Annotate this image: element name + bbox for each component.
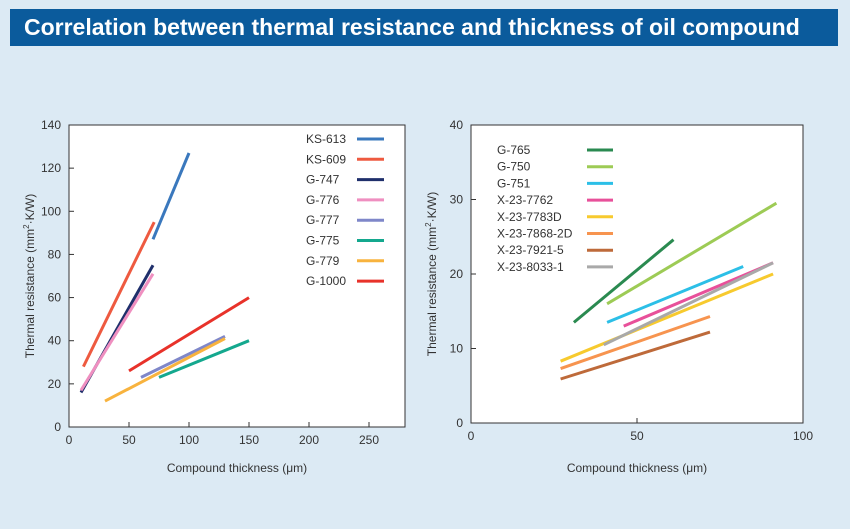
y-tick-label: 40 [450,118,464,132]
legend-label: G-779 [306,254,340,268]
series-line-g-751 [606,265,744,324]
y-axis-label-superscript: 2 [22,224,31,229]
series-line-g-775 [158,339,250,379]
legend-label: X-23-8033-1 [497,260,564,274]
legend: KS-613 KS-609 G-747 G-776 G-777 G-775 G-779 G-1… [306,132,384,288]
legend-label: G-777 [306,213,340,227]
y-tick-label: 140 [41,118,61,132]
page-title: Correlation between thermal resistance a… [10,9,838,46]
y-tick-label: 40 [48,334,62,348]
series-line-x-23-7783d [560,272,774,363]
legend-label: KS-613 [306,132,346,146]
x-tick-label: 50 [122,433,136,447]
y-axis-label: Thermal resistance (mm2·K/W) [424,192,439,356]
y-tick-label: 0 [54,420,61,434]
series-line-x-23-8033-1 [603,261,774,347]
y-axis-label-part: Thermal resistance (mm [23,229,37,358]
legend-label: G-750 [497,160,531,174]
x-axis-label: Compound thickness (μm) [567,461,707,475]
y-tick-label: 120 [41,161,61,175]
legend-label: X-23-7868-2D [497,227,573,241]
legend-label: G-776 [306,193,340,207]
series-line-x-23-7921-5 [560,330,711,381]
series-line-x-23-7868-2d [560,315,711,371]
y-axis-label-superscript: 2 [424,222,433,227]
series-line-g-750 [606,201,778,306]
legend-label: G-751 [497,176,531,190]
chart-2: 0 10 20 30 40 0 50 100 Compound thickness (μm) Th… [424,118,813,475]
x-tick-label: 200 [299,433,319,447]
x-tick-label: 150 [239,433,259,447]
y-axis-label-part: ·K/W) [425,192,439,223]
series-line-g-779 [104,337,226,403]
y-tick-label: 20 [450,267,464,281]
legend-label: X-23-7783D [497,210,562,224]
y-tick-label: 100 [41,204,61,218]
series-line-g-776 [79,273,155,392]
x-tick-label: 100 [179,433,199,447]
series-line-ks-609 [82,221,156,368]
series-line-ks-613 [151,152,191,240]
legend-label: X-23-7762 [497,193,553,207]
y-tick-label: 30 [450,193,464,207]
y-tick-label: 80 [48,247,62,261]
legend-label: G-1000 [306,274,346,288]
x-tick-label: 0 [468,429,475,443]
series-line-g-1000 [128,296,250,373]
series-line-g-777 [140,335,226,379]
x-axis-label: Compound thickness (μm) [167,461,307,475]
y-axis-label-part: Thermal resistance (mm [425,227,439,356]
y-tick-label: 20 [48,377,62,391]
x-tick-label: 50 [630,429,644,443]
legend-label: G-747 [306,173,340,187]
y-axis-label: Thermal resistance (mm2·K/W) [22,194,37,358]
legend-label: X-23-7921-5 [497,243,564,257]
x-tick-label: 0 [66,433,73,447]
y-tick-label: 10 [450,342,464,356]
y-tick-label: 60 [48,291,62,305]
legend: G-765 G-750 G-751 X-23-7762 X-23-7783D X-23-7… [497,143,613,274]
series-line-g-765 [572,238,675,324]
x-tick-label: 100 [793,429,813,443]
y-tick-label: 0 [456,416,463,430]
chart-1: 0 20 40 60 80 100 120 140 0 50 100 150 200 250 Compoun… [22,118,406,475]
legend-label: G-765 [497,143,531,157]
x-tick-label: 250 [359,433,379,447]
legend-label: G-775 [306,234,340,248]
legend-label: KS-609 [306,152,346,166]
y-axis-label-part: ·K/W) [23,194,37,225]
plot-area [68,124,406,428]
